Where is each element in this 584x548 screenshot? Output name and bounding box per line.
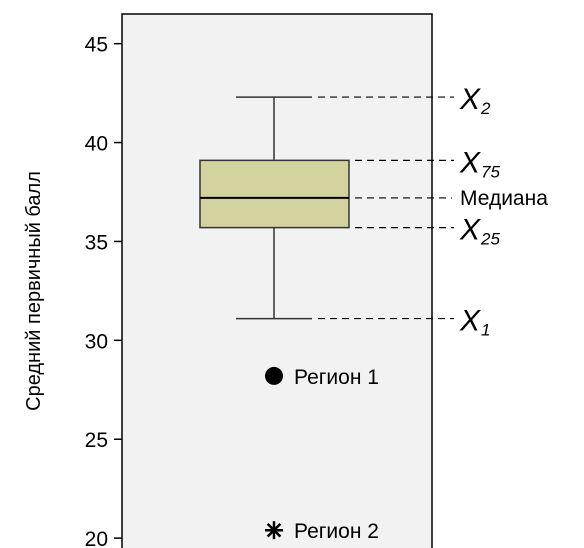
annotation-subscript-q3: 75 — [481, 162, 500, 181]
point-marker-2 — [265, 521, 283, 540]
box-plot — [199, 96, 350, 320]
asterisk-stroke — [266, 522, 282, 538]
y-tick-label-40: 40 — [85, 133, 108, 156]
annotation-subscript-q1: 25 — [480, 230, 500, 249]
outlier-points: Регион 1 Регион 2 — [265, 366, 379, 543]
annotation-label-whisker_high: X — [459, 83, 481, 116]
iqr-box — [199, 159, 350, 229]
annotation-label-q3: X — [459, 146, 481, 179]
y-axis: 20 25 30 35 40 45 — [85, 34, 122, 548]
y-tick-label-45: 45 — [85, 34, 108, 57]
plot-area — [121, 13, 433, 548]
annotation-label-median: Медиана — [460, 187, 548, 210]
point-marker-1 — [265, 366, 283, 385]
y-axis-label: Средний первичный балл — [23, 171, 45, 411]
y-tick-label-20: 20 — [85, 528, 108, 548]
annotation-label-whisker_low: X — [459, 305, 481, 338]
point-label-1: Регион 1 — [294, 366, 379, 389]
annotation-subscript-whisker_low: 1 — [481, 321, 490, 340]
y-tick-label-25: 25 — [85, 429, 108, 452]
annotation-subscript-whisker_high: 2 — [480, 99, 491, 118]
y-tick-label-30: 30 — [85, 330, 108, 353]
y-tick-label-35: 35 — [85, 231, 108, 254]
point-label-2: Регион 2 — [294, 520, 379, 543]
annotation-label-q1: X — [459, 214, 481, 247]
